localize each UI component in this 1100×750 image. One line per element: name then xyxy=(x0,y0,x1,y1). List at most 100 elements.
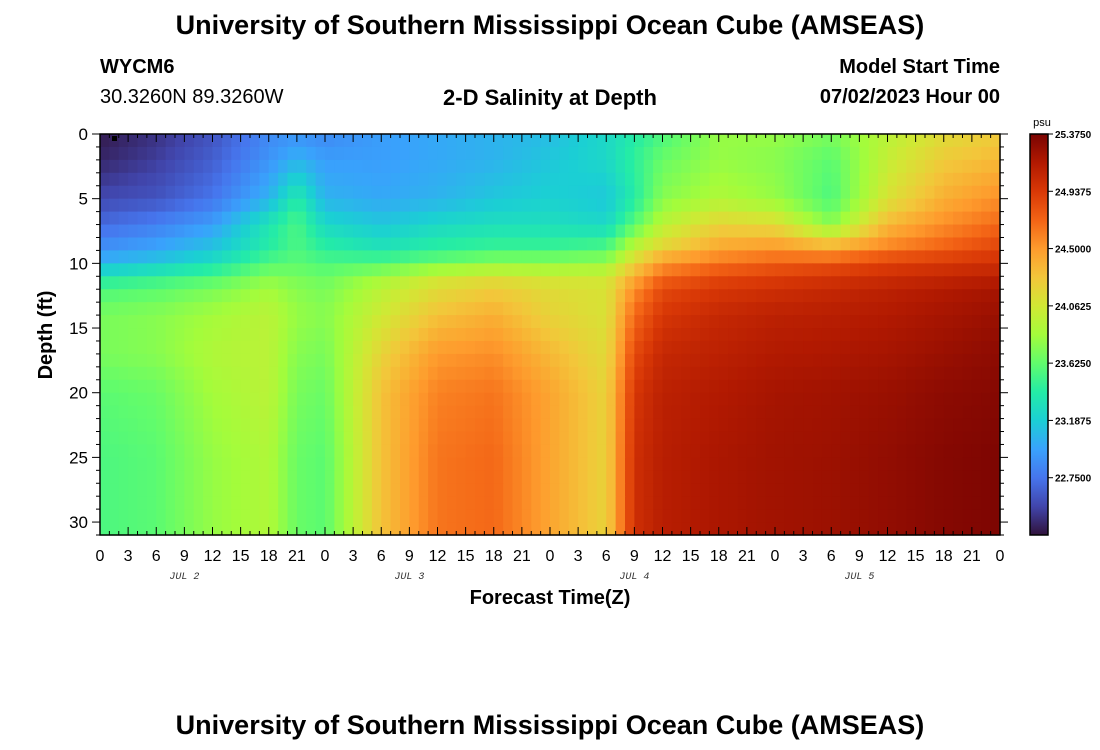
heatmap-cell xyxy=(934,224,945,239)
heatmap-cell xyxy=(850,263,860,277)
heatmap-cell xyxy=(934,444,945,458)
heatmap-cell xyxy=(943,289,954,303)
heatmap-cell xyxy=(250,483,260,497)
heatmap-cell xyxy=(868,302,879,316)
heatmap-cell xyxy=(765,302,776,316)
heatmap-cell xyxy=(484,418,495,433)
heatmap-cell xyxy=(521,198,532,213)
heatmap-cell xyxy=(334,146,345,161)
heatmap-cell xyxy=(156,198,167,213)
heatmap-cell xyxy=(709,134,720,148)
heatmap-cell xyxy=(775,431,785,446)
heatmap-cell xyxy=(662,315,673,329)
heatmap-cell xyxy=(418,185,429,200)
heatmap-cell xyxy=(400,224,410,239)
heatmap-cell xyxy=(718,224,729,239)
heatmap-cell xyxy=(203,159,214,174)
heatmap-cell xyxy=(493,172,504,187)
heatmap-cell xyxy=(718,522,729,536)
heatmap-cell xyxy=(934,405,945,420)
heatmap-cell xyxy=(812,185,823,200)
heatmap-cell xyxy=(681,250,692,264)
heatmap-cell xyxy=(690,470,701,484)
heatmap-cell xyxy=(850,250,860,264)
heatmap-cell xyxy=(156,315,167,329)
heatmap-cell xyxy=(550,237,560,252)
heatmap-cell xyxy=(221,353,232,368)
heatmap-cell xyxy=(456,444,467,458)
heatmap-cell xyxy=(681,509,692,523)
heatmap-cell xyxy=(831,379,842,394)
heatmap-cell xyxy=(756,315,767,329)
heatmap-cell xyxy=(887,353,898,368)
heatmap-cell xyxy=(156,353,167,368)
heatmap-cell xyxy=(390,366,401,381)
heatmap-cell xyxy=(175,224,185,239)
heatmap-cell xyxy=(925,405,935,420)
heatmap-cell xyxy=(615,302,626,316)
heatmap-cell xyxy=(306,289,317,303)
heatmap-cell xyxy=(118,353,129,368)
heatmap-cell xyxy=(953,276,964,290)
heatmap-cell xyxy=(718,444,729,458)
heatmap-cell xyxy=(400,250,410,264)
heatmap-cell xyxy=(512,289,523,303)
heatmap-cell xyxy=(240,185,251,200)
heatmap-cell xyxy=(671,328,682,342)
heatmap-cell xyxy=(756,276,767,290)
heatmap-cell xyxy=(400,431,410,446)
heatmap-cell xyxy=(306,470,317,484)
heatmap-cell xyxy=(934,211,945,226)
heatmap-cell xyxy=(934,340,945,355)
heatmap-cell xyxy=(887,237,898,252)
heatmap-cell xyxy=(559,315,570,329)
heatmap-cell xyxy=(971,509,982,523)
heatmap-cell xyxy=(325,315,335,329)
heatmap-cell xyxy=(915,146,926,161)
heatmap-cell xyxy=(728,366,739,381)
heatmap-cell xyxy=(831,198,842,213)
heatmap-cell xyxy=(353,483,364,497)
heatmap-cell xyxy=(343,522,354,536)
heatmap-cell xyxy=(803,224,814,239)
heatmap-cell xyxy=(512,276,523,290)
heatmap-cell xyxy=(878,289,889,303)
heatmap-cell xyxy=(512,509,523,523)
heatmap-cell xyxy=(906,237,917,252)
heatmap-cell xyxy=(709,185,720,200)
heatmap-cell xyxy=(634,457,645,471)
heatmap-cell xyxy=(231,340,242,355)
heatmap-cell xyxy=(240,470,251,484)
heatmap-cell xyxy=(268,496,279,510)
heatmap-cell xyxy=(671,211,682,226)
heatmap-cell xyxy=(109,522,120,536)
heatmap-cell xyxy=(446,509,457,523)
heatmap-cell xyxy=(990,211,1001,226)
heatmap-cell xyxy=(915,315,926,329)
heatmap-cell xyxy=(371,496,382,510)
heatmap-cell xyxy=(137,392,148,407)
heatmap-cell xyxy=(268,276,279,290)
heatmap-cell xyxy=(859,509,870,523)
heatmap-cell xyxy=(475,211,485,226)
heatmap-cell xyxy=(587,198,598,213)
heatmap-cell xyxy=(118,146,129,161)
heatmap-cell xyxy=(128,418,139,433)
heatmap-cell xyxy=(175,431,185,446)
heatmap-cell xyxy=(793,483,804,497)
heatmap-cell xyxy=(606,483,617,497)
heatmap-cell xyxy=(728,392,739,407)
heatmap-cell xyxy=(606,250,617,264)
heatmap-cell xyxy=(521,185,532,200)
heatmap-cell xyxy=(821,418,832,433)
heatmap-cell xyxy=(812,263,823,277)
heatmap-cell xyxy=(175,522,185,536)
heatmap-cell xyxy=(128,340,139,355)
heatmap-cell xyxy=(550,353,560,368)
heatmap-cell xyxy=(203,405,214,420)
heatmap-cell xyxy=(278,444,289,458)
heatmap-cell xyxy=(371,444,382,458)
heatmap-cell xyxy=(165,315,176,329)
heatmap-cell xyxy=(662,379,673,394)
heatmap-cell xyxy=(475,237,485,252)
